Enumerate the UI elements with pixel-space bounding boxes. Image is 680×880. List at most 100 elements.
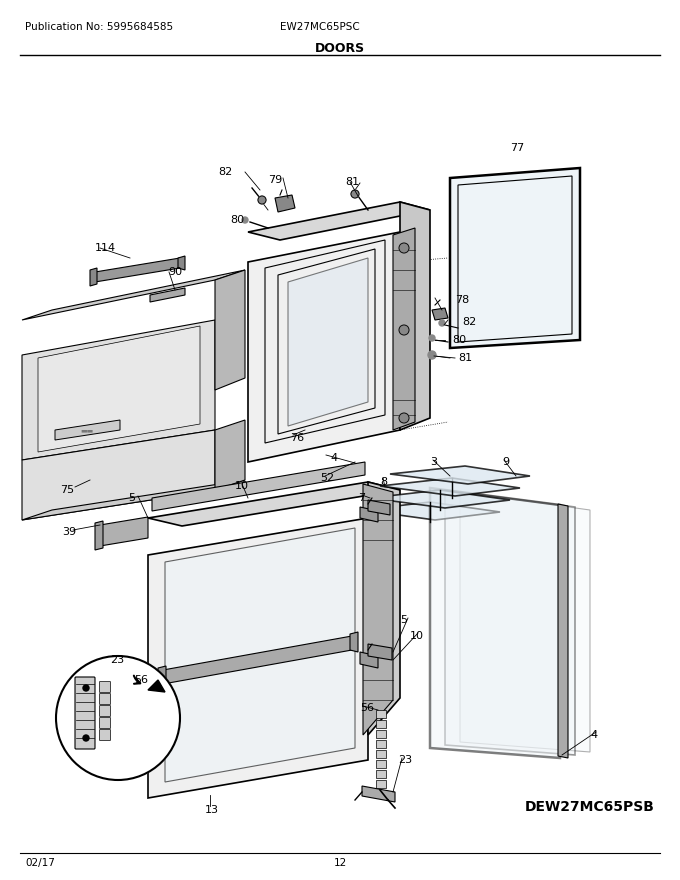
Polygon shape [363, 484, 393, 735]
Polygon shape [362, 786, 395, 802]
Text: 3: 3 [430, 457, 437, 467]
Text: 77: 77 [510, 143, 524, 153]
FancyBboxPatch shape [99, 681, 110, 693]
Polygon shape [376, 730, 386, 738]
Text: 56: 56 [360, 703, 374, 713]
Polygon shape [368, 482, 400, 735]
Polygon shape [22, 270, 245, 320]
Polygon shape [148, 680, 165, 692]
Text: 81: 81 [458, 353, 472, 363]
Polygon shape [90, 268, 97, 286]
Text: 114: 114 [95, 243, 116, 253]
Polygon shape [430, 488, 560, 758]
Text: 13: 13 [205, 805, 219, 815]
Polygon shape [376, 740, 386, 748]
Polygon shape [150, 288, 185, 302]
FancyBboxPatch shape [99, 717, 110, 729]
Text: 52: 52 [320, 473, 334, 483]
Text: 10: 10 [235, 481, 249, 491]
Polygon shape [558, 504, 568, 758]
Polygon shape [148, 482, 400, 526]
Text: 80: 80 [230, 215, 244, 225]
Text: 80: 80 [452, 335, 466, 345]
Polygon shape [100, 517, 148, 546]
Text: 4: 4 [590, 730, 597, 740]
Polygon shape [248, 202, 430, 240]
Polygon shape [393, 228, 415, 430]
Polygon shape [22, 320, 215, 460]
Circle shape [56, 656, 180, 780]
Polygon shape [288, 258, 368, 426]
Text: 10: 10 [410, 631, 424, 641]
Polygon shape [95, 521, 103, 550]
Polygon shape [390, 466, 530, 484]
Text: EW27MC65PSC: EW27MC65PSC [280, 22, 360, 32]
FancyBboxPatch shape [99, 730, 110, 740]
Polygon shape [370, 490, 510, 508]
Polygon shape [376, 710, 386, 718]
Circle shape [83, 735, 89, 741]
Polygon shape [376, 770, 386, 778]
Polygon shape [275, 195, 295, 212]
Polygon shape [215, 420, 245, 490]
Circle shape [399, 325, 409, 335]
Text: 4: 4 [330, 453, 337, 463]
FancyBboxPatch shape [99, 693, 110, 705]
Text: 39: 39 [62, 527, 76, 537]
Polygon shape [22, 430, 215, 520]
FancyBboxPatch shape [99, 706, 110, 716]
Polygon shape [22, 480, 245, 520]
Circle shape [242, 217, 248, 223]
Polygon shape [450, 168, 580, 348]
Text: 7: 7 [358, 493, 365, 503]
Polygon shape [178, 256, 185, 270]
Text: 82: 82 [462, 317, 476, 327]
Polygon shape [376, 750, 386, 758]
Polygon shape [350, 632, 358, 652]
Text: 79: 79 [268, 175, 282, 185]
Text: 90: 90 [168, 267, 182, 277]
Text: 9: 9 [502, 457, 509, 467]
Text: 23: 23 [110, 655, 124, 665]
Circle shape [439, 320, 445, 326]
Circle shape [399, 413, 409, 423]
Polygon shape [360, 507, 378, 522]
Polygon shape [148, 518, 368, 798]
Text: 5: 5 [128, 493, 135, 503]
Text: 81: 81 [345, 177, 359, 187]
Polygon shape [165, 528, 355, 782]
Text: 82: 82 [218, 167, 233, 177]
Polygon shape [215, 270, 245, 390]
Polygon shape [163, 636, 352, 684]
Text: 12: 12 [333, 858, 347, 868]
Circle shape [399, 243, 409, 253]
Circle shape [351, 190, 359, 198]
Text: 76: 76 [290, 433, 304, 443]
Polygon shape [362, 502, 500, 520]
Polygon shape [368, 644, 392, 660]
Polygon shape [152, 462, 365, 511]
Text: Publication No: 5995684585: Publication No: 5995684585 [25, 22, 173, 32]
Circle shape [258, 196, 266, 204]
Polygon shape [376, 780, 386, 788]
Text: DOORS: DOORS [315, 42, 365, 55]
Polygon shape [432, 308, 448, 320]
Text: 78: 78 [455, 295, 469, 305]
Polygon shape [55, 420, 120, 440]
Text: ▬▬: ▬▬ [80, 427, 94, 433]
Text: 75: 75 [60, 485, 74, 495]
Polygon shape [376, 760, 386, 768]
FancyBboxPatch shape [75, 677, 95, 749]
Text: 56: 56 [134, 675, 148, 685]
Circle shape [428, 351, 436, 359]
Text: 02/17: 02/17 [25, 858, 55, 868]
Polygon shape [158, 666, 166, 688]
Polygon shape [368, 500, 390, 515]
Text: DEW27MC65PSB: DEW27MC65PSB [525, 800, 655, 814]
Polygon shape [376, 720, 386, 728]
Polygon shape [400, 202, 430, 430]
Text: 5: 5 [400, 615, 407, 625]
Polygon shape [95, 258, 180, 282]
Polygon shape [248, 232, 400, 462]
Text: 8: 8 [380, 477, 387, 487]
